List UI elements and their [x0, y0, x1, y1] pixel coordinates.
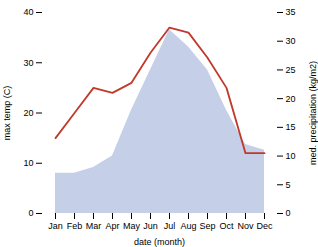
svg-text:Jun: Jun — [143, 221, 158, 231]
svg-text:Oct: Oct — [219, 221, 234, 231]
svg-text:med. precipitation (kg/m2): med. precipitation (kg/m2) — [308, 61, 318, 165]
svg-text:Nov: Nov — [237, 221, 254, 231]
svg-text:Jul: Jul — [164, 221, 176, 231]
svg-text:0: 0 — [28, 208, 33, 218]
svg-text:date (month): date (month) — [134, 237, 185, 247]
svg-text:30: 30 — [286, 36, 296, 46]
svg-text:5: 5 — [286, 180, 291, 190]
svg-text:Mar: Mar — [86, 221, 102, 231]
svg-text:35: 35 — [286, 7, 296, 17]
svg-text:Feb: Feb — [67, 221, 83, 231]
svg-text:Jan: Jan — [48, 221, 63, 231]
svg-text:Sep: Sep — [199, 221, 215, 231]
svg-text:30: 30 — [23, 58, 33, 68]
svg-text:Dec: Dec — [256, 221, 273, 231]
svg-text:10: 10 — [286, 151, 296, 161]
svg-text:May: May — [123, 221, 141, 231]
svg-text:40: 40 — [23, 7, 33, 17]
svg-text:20: 20 — [286, 94, 296, 104]
svg-text:0: 0 — [286, 208, 291, 218]
svg-text:15: 15 — [286, 122, 296, 132]
svg-text:10: 10 — [23, 158, 33, 168]
svg-text:Apr: Apr — [105, 221, 119, 231]
svg-text:25: 25 — [286, 65, 296, 75]
svg-text:Aug: Aug — [180, 221, 196, 231]
svg-text:20: 20 — [23, 108, 33, 118]
svg-text:max temp (C): max temp (C) — [2, 86, 12, 141]
